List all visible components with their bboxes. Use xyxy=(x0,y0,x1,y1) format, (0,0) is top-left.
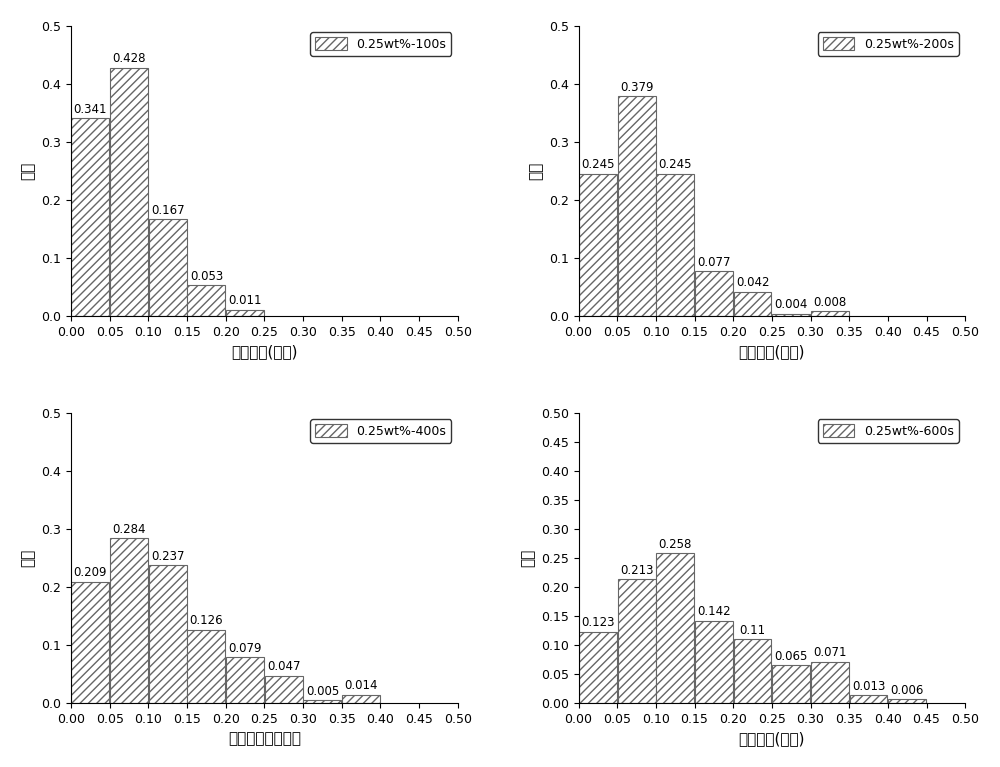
Text: 0.284: 0.284 xyxy=(112,523,146,536)
Text: 0.123: 0.123 xyxy=(581,616,615,629)
Text: 0.005: 0.005 xyxy=(306,685,339,698)
Bar xyxy=(772,665,810,703)
Legend: 0.25wt%-100s: 0.25wt%-100s xyxy=(310,32,451,56)
Bar xyxy=(110,538,148,703)
Text: 0.047: 0.047 xyxy=(267,660,300,673)
Text: 0.258: 0.258 xyxy=(659,538,692,551)
Bar xyxy=(888,700,926,703)
Text: 0.142: 0.142 xyxy=(697,605,731,618)
Bar xyxy=(342,695,380,703)
Bar xyxy=(226,657,264,703)
Text: 0.065: 0.065 xyxy=(775,650,808,663)
Y-axis label: 频率: 频率 xyxy=(528,162,543,180)
Bar xyxy=(772,314,810,316)
Text: 0.341: 0.341 xyxy=(74,103,107,116)
Text: 0.379: 0.379 xyxy=(620,81,653,94)
X-axis label: 泡沫直径(毫米): 泡沫直径(毫米) xyxy=(231,344,298,359)
Text: 0.071: 0.071 xyxy=(813,647,847,660)
Bar xyxy=(187,630,225,703)
X-axis label: 泡沫直径（毫米）: 泡沫直径（毫米） xyxy=(228,731,301,746)
Bar xyxy=(265,676,303,703)
Text: 0.079: 0.079 xyxy=(228,642,262,655)
Bar xyxy=(71,581,109,703)
Bar xyxy=(149,565,187,703)
Text: 0.428: 0.428 xyxy=(112,52,146,65)
Text: 0.077: 0.077 xyxy=(697,256,731,269)
Y-axis label: 频率: 频率 xyxy=(21,548,36,567)
Bar xyxy=(110,67,148,316)
Bar xyxy=(579,174,617,316)
Text: 0.209: 0.209 xyxy=(74,566,107,579)
Bar xyxy=(734,639,771,703)
Bar xyxy=(618,579,656,703)
Bar xyxy=(656,174,694,316)
Text: 0.053: 0.053 xyxy=(190,270,223,283)
Bar xyxy=(811,662,849,703)
Text: 0.213: 0.213 xyxy=(620,564,653,577)
Bar xyxy=(811,311,849,316)
Legend: 0.25wt%-600s: 0.25wt%-600s xyxy=(818,419,959,443)
Text: 0.245: 0.245 xyxy=(658,159,692,172)
Bar xyxy=(734,291,771,316)
X-axis label: 泡沫直径(毫米): 泡沫直径(毫米) xyxy=(739,344,805,359)
Bar xyxy=(695,272,733,316)
Text: 0.126: 0.126 xyxy=(190,614,223,627)
Text: 0.004: 0.004 xyxy=(775,298,808,311)
X-axis label: 泡沫直径(毫米): 泡沫直径(毫米) xyxy=(739,731,805,746)
Text: 0.014: 0.014 xyxy=(344,680,378,693)
Text: 0.167: 0.167 xyxy=(151,204,185,217)
Text: 0.013: 0.013 xyxy=(852,680,885,693)
Legend: 0.25wt%-400s: 0.25wt%-400s xyxy=(310,419,451,443)
Bar xyxy=(226,310,264,316)
Text: 0.008: 0.008 xyxy=(813,296,846,309)
Text: 0.042: 0.042 xyxy=(736,276,769,289)
Bar xyxy=(303,700,341,703)
Y-axis label: 频率: 频率 xyxy=(520,548,535,567)
Bar xyxy=(850,696,887,703)
Bar xyxy=(187,285,225,316)
Text: 0.237: 0.237 xyxy=(151,550,185,563)
Legend: 0.25wt%-200s: 0.25wt%-200s xyxy=(818,32,959,56)
Y-axis label: 频率: 频率 xyxy=(21,162,36,180)
Bar xyxy=(149,219,187,316)
Bar xyxy=(656,553,694,703)
Bar xyxy=(71,118,109,316)
Text: 0.011: 0.011 xyxy=(228,295,262,308)
Text: 0.11: 0.11 xyxy=(739,624,766,637)
Text: 0.006: 0.006 xyxy=(890,684,924,697)
Bar xyxy=(618,96,656,316)
Bar xyxy=(579,631,617,703)
Text: 0.245: 0.245 xyxy=(581,159,615,172)
Bar xyxy=(695,621,733,703)
